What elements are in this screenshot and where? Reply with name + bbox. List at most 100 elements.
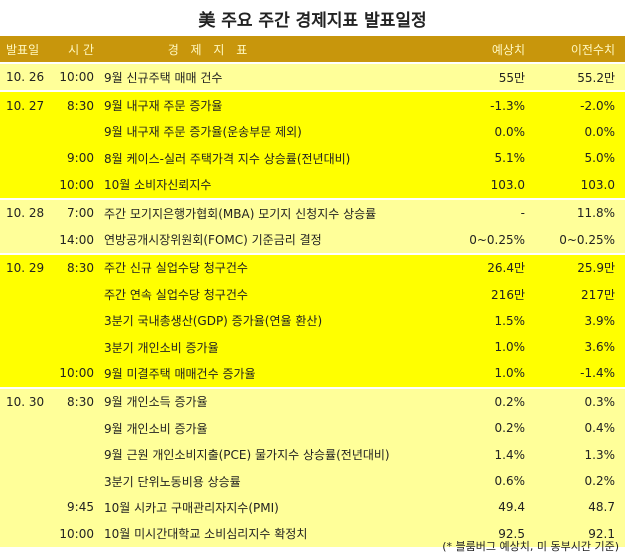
- cell-indicator: 주간 모기지은행가협회(MBA) 모기지 신청지수 상승률: [104, 206, 377, 221]
- cell-time: 8:30: [67, 260, 94, 275]
- cell-indicator: 3분기 단위노동비용 상승률: [104, 474, 241, 489]
- cell-previous: -1.4%: [580, 366, 615, 381]
- cell-forecast: 1.5%: [494, 313, 526, 328]
- footnote: (* 블룸버그 예상치, 미 동부시간 기준): [442, 540, 619, 553]
- page-title: 美 주요 주간 경제지표 발표일정: [198, 11, 427, 31]
- cell-time: 10:00: [59, 366, 94, 381]
- table-row: 9월 근원 개인소비지출(PCE) 물가지수 상승률(전년대비) 1.4% 1.3%: [0, 441, 625, 467]
- cell-indicator: 3분기 국내총생산(GDP) 증가율(연율 환산): [104, 314, 323, 329]
- cell-time: 14:00: [59, 232, 94, 247]
- table-row: 3분기 개인소비 증가율 1.0% 3.6%: [0, 334, 625, 360]
- cell-indicator: 9월 신규주택 매매 건수: [104, 70, 223, 85]
- cell-indicator: 9월 근원 개인소비지출(PCE) 물가지수 상승률(전년대비): [104, 448, 390, 463]
- cell-indicator: 주간 신규 실업수당 청구건수: [104, 261, 248, 276]
- date-group: 10. 27 8:30 9월 내구재 주문 증가율 -1.3% -2.0% 9월 내구재 …: [0, 92, 625, 198]
- cell-indicator: 10월 소비자신뢰지수: [104, 178, 212, 193]
- cell-forecast: -1.3%: [490, 98, 525, 113]
- header-forecast: 예상치: [491, 42, 525, 57]
- cell-previous: -2.0%: [580, 98, 615, 113]
- cell-previous: 103.0: [580, 177, 615, 192]
- cell-forecast: 55만: [498, 70, 525, 85]
- table-row: 9:00 8월 케이스-실러 주택가격 지수 상승률(전년대비) 5.1% 5.0%: [0, 145, 625, 171]
- cell-time: 8:30: [67, 98, 94, 113]
- cell-forecast: 0.0%: [494, 124, 526, 139]
- cell-forecast: 0.6%: [494, 474, 526, 489]
- date-group: 10. 28 7:00 주간 모기지은행가협회(MBA) 모기지 신청지수 상승률 -…: [0, 199, 625, 253]
- cell-indicator: 3분기 개인소비 증가율: [104, 340, 219, 355]
- cell-indicator: 9월 개인소득 증가율: [104, 395, 208, 410]
- cell-previous: 48.7: [588, 500, 615, 515]
- table-row: 14:00 연방공개시장위원회(FOMC) 기준금리 결정 0~0.25% 0~0.2…: [0, 226, 625, 252]
- cell-time: 8:30: [67, 394, 94, 409]
- cell-forecast: 26.4만: [487, 261, 525, 276]
- cell-date: 10. 29: [6, 260, 45, 275]
- cell-time: 10:00: [59, 177, 94, 192]
- schedule-table: 발표일 시 간 경 제 지 표 예상치 이전수치 10. 26 10:00 9월 신…: [0, 36, 625, 548]
- cell-indicator: 연방공개시장위원회(FOMC) 기준금리 결정: [104, 233, 322, 248]
- date-group: 10. 26 10:00 9월 신규주택 매매 건수 55만 55.2만: [0, 64, 625, 91]
- header-indicator: 경 제 지 표: [167, 42, 252, 57]
- cell-forecast: 1.0%: [494, 366, 526, 381]
- cell-time: 7:00: [67, 206, 94, 221]
- table-body: 10. 26 10:00 9월 신규주택 매매 건수 55만 55.2만 10. 27 8:…: [0, 64, 625, 548]
- header-previous: 이전수치: [570, 42, 615, 57]
- cell-forecast: 216만: [491, 287, 525, 302]
- cell-previous: 0~0.25%: [559, 232, 615, 247]
- date-group: 10. 29 8:30 주간 신규 실업수당 청구건수 26.4만 25.9만 주간 연속…: [0, 254, 625, 387]
- cell-previous: 0.2%: [584, 474, 616, 489]
- cell-indicator: 10월 미시간대학교 소비심리지수 확정치: [104, 527, 308, 542]
- header-time: 시 간: [68, 42, 94, 57]
- cell-previous: 55.2만: [577, 70, 615, 85]
- cell-indicator: 9월 내구재 주문 증가율: [104, 99, 223, 114]
- cell-previous: 3.6%: [584, 340, 616, 355]
- cell-previous: 0.3%: [584, 394, 616, 409]
- cell-forecast: 103.0: [490, 177, 525, 192]
- cell-previous: 5.0%: [584, 151, 616, 166]
- table-row: 10:00 10월 소비자신뢰지수 103.0 103.0: [0, 172, 625, 198]
- table-row: 3분기 국내총생산(GDP) 증가율(연율 환산) 1.5% 3.9%: [0, 308, 625, 334]
- cell-forecast: 0.2%: [494, 394, 526, 409]
- cell-indicator: 9월 미결주택 매매건수 증가율: [104, 366, 256, 381]
- cell-time: 10:00: [59, 70, 94, 85]
- table-row: 주간 연속 실업수당 청구건수 216만 217만: [0, 281, 625, 307]
- cell-previous: 217만: [581, 287, 615, 302]
- cell-time: 9:00: [67, 151, 94, 166]
- table-row: 10:00 9월 미결주택 매매건수 증가율 1.0% -1.4%: [0, 360, 625, 386]
- table-row: 9월 개인소비 증가율 0.2% 0.4%: [0, 415, 625, 441]
- cell-date: 10. 26: [6, 70, 45, 85]
- cell-forecast: 0.2%: [494, 421, 526, 436]
- table-row: 10. 26 10:00 9월 신규주택 매매 건수 55만 55.2만: [0, 64, 625, 90]
- cell-forecast: 0~0.25%: [469, 232, 525, 247]
- cell-forecast: 5.1%: [494, 151, 526, 166]
- cell-previous: 92.1: [588, 526, 615, 541]
- cell-date: 10. 30: [6, 394, 45, 409]
- cell-forecast: 49.4: [498, 500, 525, 515]
- cell-previous: 0.0%: [584, 124, 616, 139]
- cell-previous: 11.8%: [576, 206, 615, 221]
- table-row: 10. 29 8:30 주간 신규 실업수당 청구건수 26.4만 25.9만: [0, 255, 625, 281]
- table-row: 10. 30 8:30 9월 개인소득 증가율 0.2% 0.3%: [0, 389, 625, 415]
- cell-previous: 1.3%: [584, 447, 616, 462]
- cell-indicator: 8월 케이스-실러 주택가격 지수 상승률(전년대비): [104, 151, 351, 166]
- cell-time: 9:45: [67, 500, 94, 515]
- cell-indicator: 9월 내구재 주문 증가율(운송부문 제외): [104, 125, 302, 140]
- table-row: 3분기 단위노동비용 상승률 0.6% 0.2%: [0, 468, 625, 494]
- cell-indicator: 9월 개인소비 증가율: [104, 421, 208, 436]
- cell-indicator: 주간 연속 실업수당 청구건수: [104, 287, 248, 302]
- cell-previous: 0.4%: [584, 421, 616, 436]
- cell-date: 10. 27: [6, 98, 45, 113]
- table-row: 10. 28 7:00 주간 모기지은행가협회(MBA) 모기지 신청지수 상승률 -…: [0, 200, 625, 226]
- cell-forecast: -: [520, 206, 525, 221]
- header-date: 발표일: [6, 42, 40, 57]
- table-row: 10:00 10월 미시간대학교 소비심리지수 확정치 92.5 92.1: [0, 521, 625, 547]
- table-row: 10. 27 8:30 9월 내구재 주문 증가율 -1.3% -2.0%: [0, 92, 625, 118]
- table-row: 9월 내구재 주문 증가율(운송부문 제외) 0.0% 0.0%: [0, 119, 625, 145]
- date-group: 10. 30 8:30 9월 개인소득 증가율 0.2% 0.3% 9월 개인소비 증가율…: [0, 388, 625, 548]
- cell-date: 10. 28: [6, 206, 45, 221]
- cell-forecast: 1.4%: [494, 447, 526, 462]
- table-header: 발표일 시 간 경 제 지 표 예상치 이전수치: [0, 36, 625, 62]
- cell-indicator: 10월 시카고 구매관리자지수(PMI): [104, 500, 279, 515]
- cell-time: 10:00: [59, 526, 94, 541]
- table-row: 9:45 10월 시카고 구매관리자지수(PMI) 49.4 48.7: [0, 494, 625, 520]
